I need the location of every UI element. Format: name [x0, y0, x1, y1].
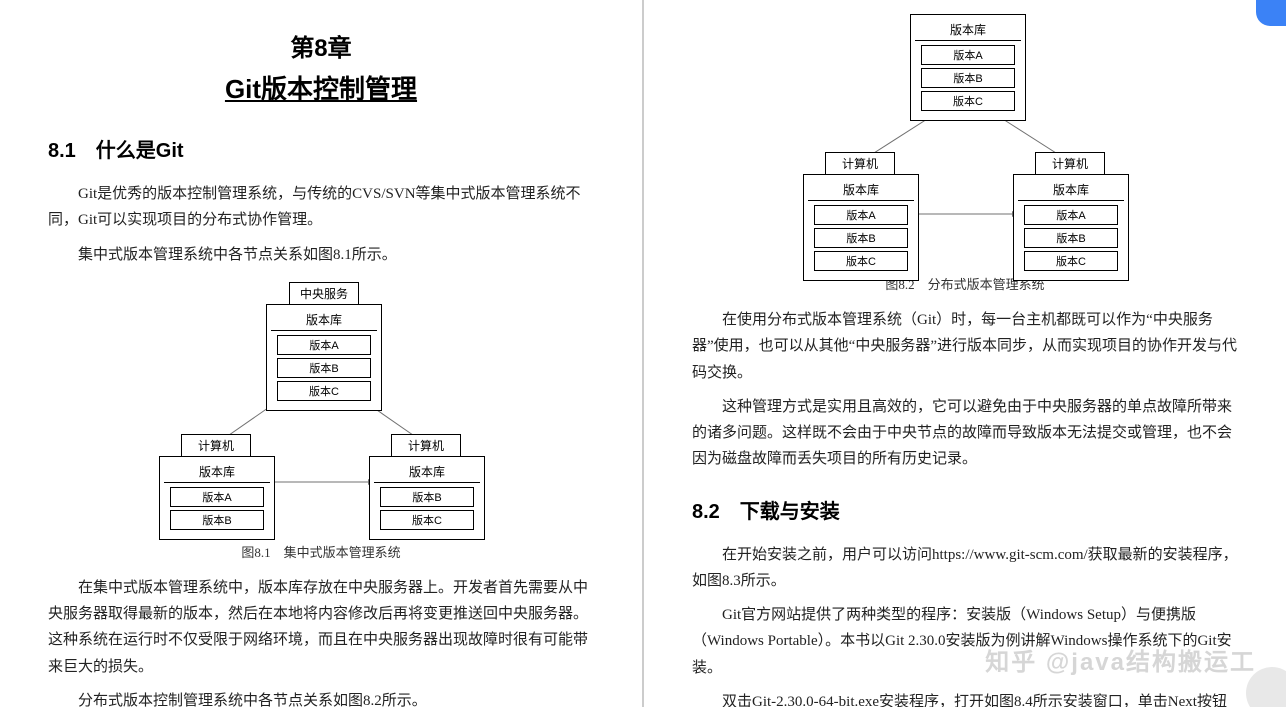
fig81-c1-v0: 版本A: [170, 487, 264, 507]
para-8-1-3: 在集中式版本管理系统中，版本库存放在中央服务器上。开发者首先需要从中央服务器取得…: [48, 575, 594, 680]
para-8-1-2: 集中式版本管理系统中各节点关系如图8.1所示。: [48, 242, 594, 268]
fig82-c1-v1: 版本B: [814, 228, 908, 248]
fig82-c1-box: 版本库 版本A 版本B 版本C: [803, 174, 919, 281]
fig82-c1-repo: 版本库: [808, 179, 914, 201]
fig81-c1-box: 版本库 版本A 版本B: [159, 456, 275, 540]
fig81-c2-box: 版本库 版本B 版本C: [369, 456, 485, 540]
page-spread: 第8章 Git版本控制管理 8.1 什么是Git Git是优秀的版本控制管理系统…: [0, 0, 1286, 707]
fig82-top-repo: 版本库: [915, 19, 1021, 41]
watermark: 知乎 @java结构搬运工: [985, 642, 1256, 677]
fig81-c2-label: 计算机: [391, 434, 461, 457]
para-8-1-1: Git是优秀的版本控制管理系统，与传统的CVS/SVN等集中式版本管理系统不同，…: [48, 181, 594, 234]
fig81-server-box: 版本库 版本A 版本B 版本C: [266, 304, 382, 411]
fig82-c2-label: 计算机: [1035, 152, 1105, 175]
fig81-c2-repo: 版本库: [374, 461, 480, 483]
para-right-1: 在使用分布式版本管理系统（Git）时，每一台主机都既可以作为“中央服务器”使用，…: [692, 307, 1238, 386]
fig82-c2-box: 版本库 版本A 版本B 版本C: [1013, 174, 1129, 281]
para-8-2-3: 双击Git-2.30.0-64-bit.exe安装程序，打开如图8.4所示安装窗…: [692, 689, 1238, 707]
fig81-c1-v1: 版本B: [170, 510, 264, 530]
fig81-server-v0: 版本A: [277, 335, 371, 355]
page-left: 第8章 Git版本控制管理 8.1 什么是Git Git是优秀的版本控制管理系统…: [0, 0, 643, 707]
chapter-number: 第8章: [48, 28, 594, 63]
fig82-c2-v1: 版本B: [1024, 228, 1118, 248]
para-8-1-4: 分布式版本控制管理系统中各节点关系如图8.2所示。: [48, 688, 594, 707]
para-right-2: 这种管理方式是实用且高效的，它可以避免由于中央服务器的单点故障所带来的诸多问题。…: [692, 394, 1238, 473]
section-8-2-heading: 8.2 下载与安装: [692, 495, 1238, 524]
figure-8-1-caption: 图8.1 集中式版本管理系统: [48, 542, 594, 561]
page-right: 版本库 版本A 版本B 版本C 计算机 版本库 版本A 版本B 版本C 计算机 …: [643, 0, 1286, 707]
fig81-c2-v1: 版本C: [380, 510, 474, 530]
fig81-c1-repo: 版本库: [164, 461, 270, 483]
fig82-top-box: 版本库 版本A 版本B 版本C: [910, 14, 1026, 121]
fig82-c1-v0: 版本A: [814, 205, 908, 225]
fig82-top-v2: 版本C: [921, 91, 1015, 111]
fig82-c2-v0: 版本A: [1024, 205, 1118, 225]
figure-8-2-caption: 图8.2 分布式版本管理系统: [692, 274, 1238, 293]
fig81-server-repo: 版本库: [271, 309, 377, 331]
fig81-c2-v0: 版本B: [380, 487, 474, 507]
fig81-c1-label: 计算机: [181, 434, 251, 457]
figure-8-1: 中央服务器 版本库 版本A 版本B 版本C 计算机 版本库 版本A 版本B 计算…: [141, 282, 501, 532]
fig82-c1-label: 计算机: [825, 152, 895, 175]
section-8-1-heading: 8.1 什么是Git: [48, 134, 594, 163]
fig82-c2-repo: 版本库: [1018, 179, 1124, 201]
para-8-2-1: 在开始安装之前，用户可以访问https://www.git-scm.com/获取…: [692, 542, 1238, 595]
fig81-server-v2: 版本C: [277, 381, 371, 401]
fig82-top-v1: 版本B: [921, 68, 1015, 88]
chapter-title: Git版本控制管理: [48, 69, 594, 106]
fig82-c2-v2: 版本C: [1024, 251, 1118, 271]
fig81-server-v1: 版本B: [277, 358, 371, 378]
fig82-c1-v2: 版本C: [814, 251, 908, 271]
figure-8-2: 版本库 版本A 版本B 版本C 计算机 版本库 版本A 版本B 版本C 计算机 …: [785, 14, 1145, 264]
corner-badge: [1256, 0, 1286, 26]
fig82-top-v0: 版本A: [921, 45, 1015, 65]
